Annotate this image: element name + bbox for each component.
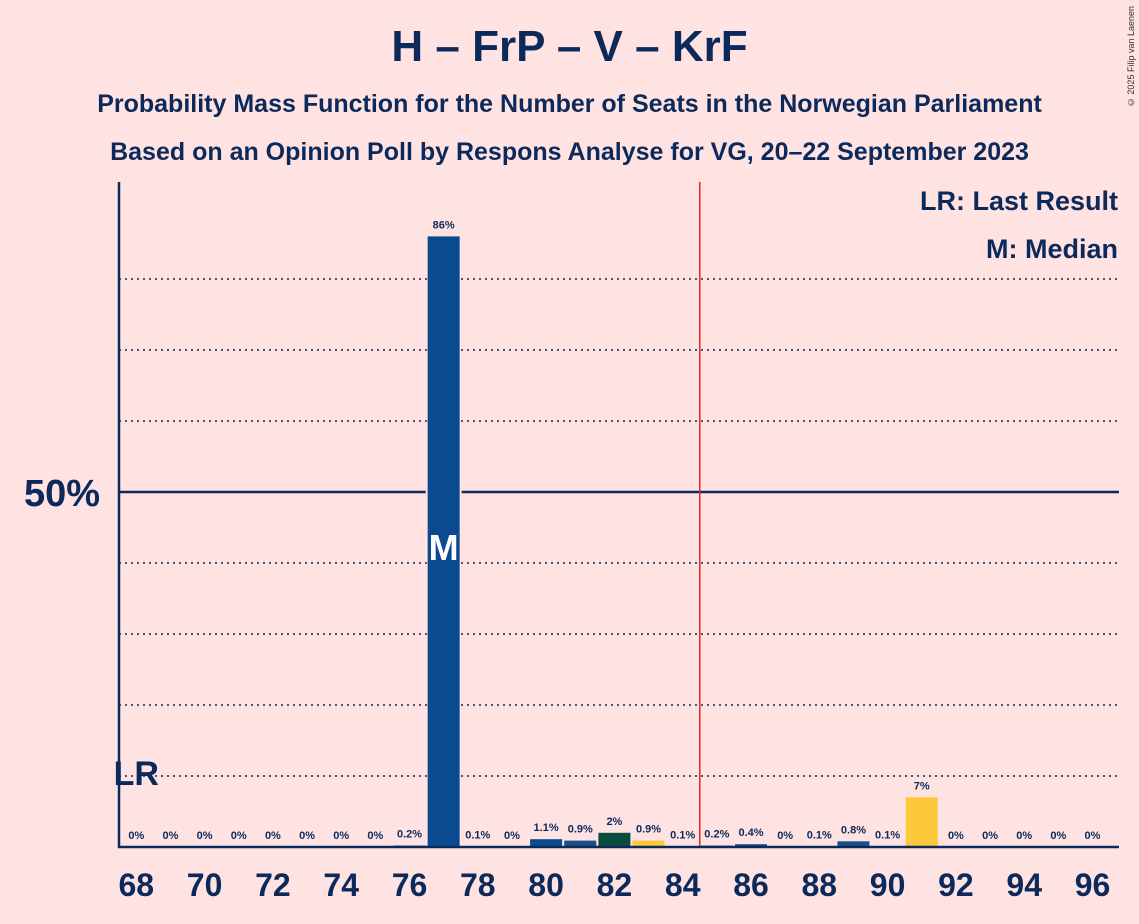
x-tick-label: 80 (528, 867, 564, 903)
data-label: 0.9% (568, 824, 593, 836)
chart-subtitle: Probability Mass Function for the Number… (97, 90, 1042, 118)
bar-seat-91 (905, 797, 938, 847)
bar-seat-81 (564, 840, 597, 847)
data-label: 0% (299, 830, 315, 842)
x-tick-label: 76 (392, 867, 428, 903)
data-label: 0.1% (670, 829, 695, 841)
data-label: 7% (914, 780, 930, 792)
x-tick-label: 74 (323, 867, 359, 903)
data-label: 0.1% (875, 829, 900, 841)
x-tick-label: 70 (187, 867, 223, 903)
data-label: 0% (333, 830, 349, 842)
x-tick-label: 94 (1006, 867, 1042, 903)
data-label: 0% (128, 830, 144, 842)
data-label: 0.9% (636, 824, 661, 836)
data-label: 0.2% (397, 829, 422, 841)
x-tick-label: 82 (597, 867, 633, 903)
data-label: 0% (265, 830, 281, 842)
chart-title: H – FrP – V – KrF (391, 22, 748, 71)
data-label: 0% (504, 830, 520, 842)
data-label: 0% (1050, 830, 1066, 842)
bar-seat-86 (735, 844, 767, 847)
x-tick-label: 96 (1075, 867, 1111, 903)
x-tick-label: 86 (733, 867, 769, 903)
data-label: 0% (1085, 830, 1101, 842)
x-tick-label: 72 (255, 867, 291, 903)
data-label: 1.1% (534, 822, 559, 834)
data-label: 0% (948, 830, 964, 842)
bar-seat-80 (530, 839, 563, 847)
bar-seat-83 (632, 840, 665, 847)
data-label: 0.1% (807, 829, 832, 841)
data-label: 0% (231, 830, 247, 842)
bar-seat-77 (427, 236, 460, 847)
data-label: 0% (197, 830, 213, 842)
last-result-marker: LR (114, 755, 159, 793)
chart-source-line: Based on an Opinion Poll by Respons Anal… (110, 138, 1029, 166)
data-label: 0% (162, 830, 178, 842)
x-tick-label: 68 (119, 867, 155, 903)
data-label: 0.2% (704, 829, 729, 841)
bar-seat-89 (837, 841, 870, 847)
x-tick-label: 92 (938, 867, 974, 903)
data-label: 0.1% (465, 829, 490, 841)
x-tick-label: 90 (870, 867, 906, 903)
y-tick-label: 50% (24, 473, 100, 515)
x-tick-label: 88 (802, 867, 838, 903)
legend-median: M: Median (986, 234, 1118, 264)
data-label: 86% (433, 219, 455, 231)
data-label: 0% (1016, 830, 1032, 842)
bar-seat-82 (598, 832, 631, 847)
data-label: 0.8% (841, 824, 866, 836)
median-marker: M (429, 527, 459, 568)
data-label: 0% (982, 830, 998, 842)
x-tick-label: 78 (460, 867, 496, 903)
data-label: 0% (367, 830, 383, 842)
legend-last-result: LR: Last Result (920, 186, 1118, 216)
x-tick-label: 84 (665, 867, 701, 903)
data-label: 2% (606, 816, 622, 828)
data-label: 0% (777, 830, 793, 842)
data-label: 0.4% (738, 827, 763, 839)
